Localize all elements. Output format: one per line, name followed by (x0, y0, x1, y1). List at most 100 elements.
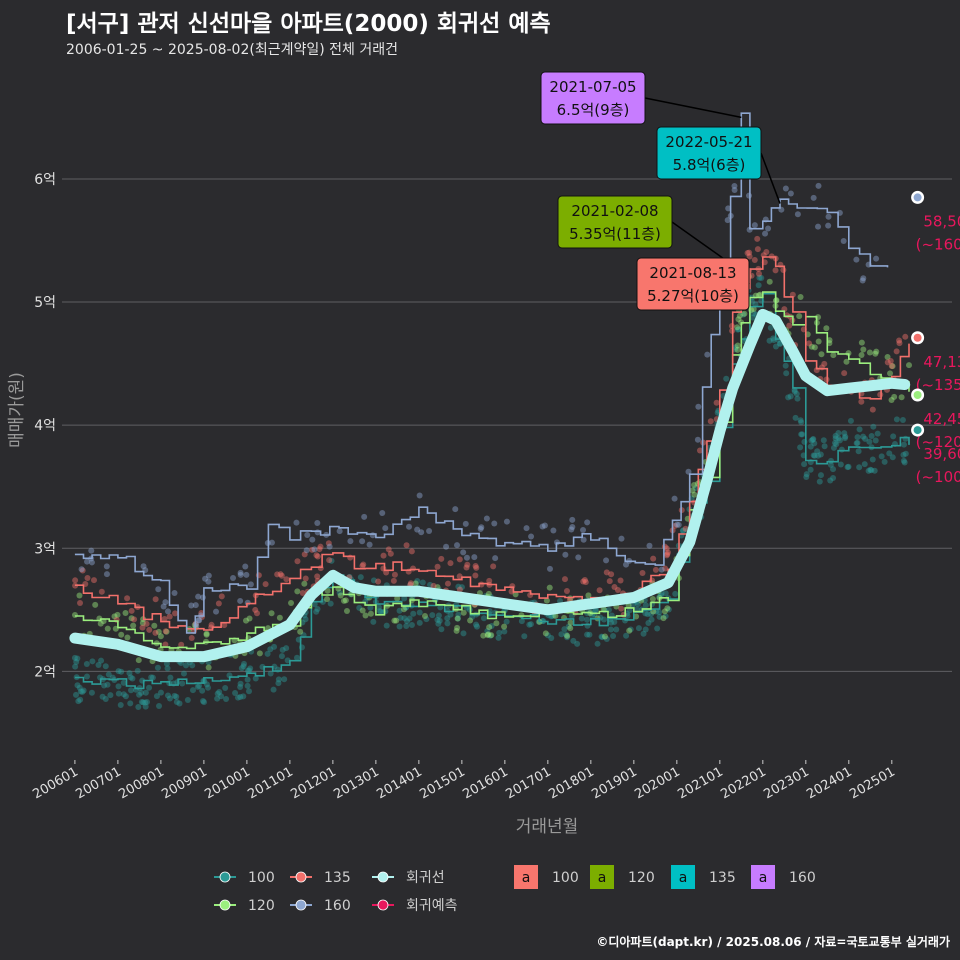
scatter-point-100 (444, 615, 451, 622)
forecast-layer: 58,500 (~160㎡) 47,133 (~135㎡) 42,450 (~120㎡)3… (911, 190, 960, 486)
scatter-point-160 (192, 602, 199, 609)
scatter-point-100 (237, 693, 244, 700)
scatter-point-100 (149, 674, 156, 681)
scatter-point-100 (73, 659, 80, 666)
scatter-point-120 (664, 605, 671, 612)
forecast-area-160: (~160㎡) (916, 235, 960, 253)
regression-line (69, 308, 911, 663)
scatter-point-160 (293, 519, 300, 526)
scatter-point-160 (765, 225, 772, 232)
source-caption: ©디아파트(dapt.kr) / 2025.08.06 / 자료=국토교통부 실… (596, 935, 950, 949)
scatter-point-160 (416, 492, 423, 499)
scatter-point-120 (268, 610, 275, 617)
scatter-point-100 (584, 631, 591, 638)
scatter-point-160 (483, 515, 490, 522)
scatter-point-100 (837, 461, 844, 468)
scatter-point-100 (237, 680, 244, 687)
scatter-point-100 (608, 619, 615, 626)
scatter-point-160 (782, 185, 789, 192)
scatter-point-100 (105, 671, 112, 678)
legend-box-key (590, 865, 614, 889)
scatter-point-100 (860, 433, 867, 440)
scatter-point-135 (208, 621, 215, 628)
scatter-point-100 (127, 674, 134, 681)
x-tick-label: 202201 (718, 764, 768, 802)
scatter-point-100 (397, 614, 404, 621)
scatter-point-160 (840, 238, 847, 245)
legend: 100 135 회귀선 120 160 회귀예측 a 100 a 120 a 135 a 160 (214, 865, 816, 914)
scatter-point-160 (860, 275, 867, 282)
scatter-point-100 (410, 610, 417, 617)
scatter-point-100 (77, 696, 84, 703)
scatter-point-135 (780, 267, 787, 274)
legend-box-glyph: a (759, 870, 768, 886)
scatter-point-120 (155, 628, 162, 635)
scatter-point-100 (135, 703, 142, 710)
scatter-point-100 (166, 695, 173, 702)
scatter-point-100 (723, 375, 730, 382)
scatter-point-100 (648, 616, 655, 623)
scatter-point-100 (861, 461, 868, 468)
scatter-point-160 (859, 277, 866, 284)
scatter-point-100 (127, 687, 134, 694)
scatter-point-120 (887, 370, 894, 377)
scatter-point-100 (881, 458, 888, 465)
scatter-point-160 (418, 529, 425, 536)
scatter-point-120 (626, 627, 633, 634)
forecast-point-135 (913, 333, 922, 342)
scatter-point-100 (148, 674, 155, 681)
scatter-point-100 (584, 616, 591, 623)
scatter-point-100 (311, 601, 318, 608)
scatter-point-100 (434, 616, 441, 623)
scatter-point-100 (902, 435, 909, 442)
scatter-point-100 (756, 274, 763, 281)
scatter-point-160 (78, 566, 85, 573)
scatter-point-100 (406, 615, 413, 622)
scatter-point-160 (237, 571, 244, 578)
scatter-point-100 (867, 466, 874, 473)
y-tick-label: 6억 (34, 172, 56, 188)
scatter-point-120 (797, 294, 804, 301)
x-tick-label: 202401 (804, 764, 854, 802)
scatter-point-160 (164, 608, 171, 615)
scatter-point-160 (694, 436, 701, 443)
forecast-area-100: (~100㎡) (916, 468, 960, 486)
scatter-point-100 (521, 633, 528, 640)
scatter-point-135 (380, 552, 387, 559)
scatter-point-100 (841, 430, 848, 437)
scatter-point-135 (754, 246, 761, 253)
series-line-135 (74, 256, 910, 631)
scatter-point-100 (102, 663, 109, 670)
axis-layer: 2억 3억 4억 5억 6억 200601200701200801200901201001… (7, 172, 898, 837)
scatter-point-160 (171, 590, 178, 597)
scatter-point-100 (645, 620, 652, 627)
scatter-point-120 (454, 624, 461, 631)
scatter-point-135 (444, 580, 451, 587)
scatter-point-120 (367, 610, 374, 617)
callout-leader-160 (644, 97, 742, 119)
scatter-point-135 (314, 553, 321, 560)
scatter-point-135 (294, 558, 301, 565)
scatter-point-160 (725, 205, 732, 212)
scatter-point-135 (490, 563, 497, 570)
series-lines-layer (74, 112, 910, 690)
scatter-point-135 (447, 560, 454, 567)
scatter-point-100 (375, 604, 382, 611)
scatter-point-135 (161, 615, 168, 622)
scatter-point-100 (832, 435, 839, 442)
scatter-point-135 (486, 577, 493, 584)
scatter-point-100 (275, 676, 282, 683)
scatter-point-160 (731, 182, 738, 189)
scatter-point-120 (454, 615, 461, 622)
scatter-point-135 (893, 348, 900, 355)
scatter-point-100 (816, 478, 823, 485)
scatter-point-135 (902, 333, 909, 340)
x-tick-label: 201201 (288, 764, 338, 802)
scatter-point-120 (92, 601, 99, 608)
scatter-point-100 (817, 472, 824, 479)
regression-layer (69, 308, 911, 663)
scatter-point-100 (104, 681, 111, 688)
scatter-point-120 (343, 608, 350, 615)
scatter-point-135 (877, 391, 884, 398)
scatter-point-100 (740, 311, 747, 318)
